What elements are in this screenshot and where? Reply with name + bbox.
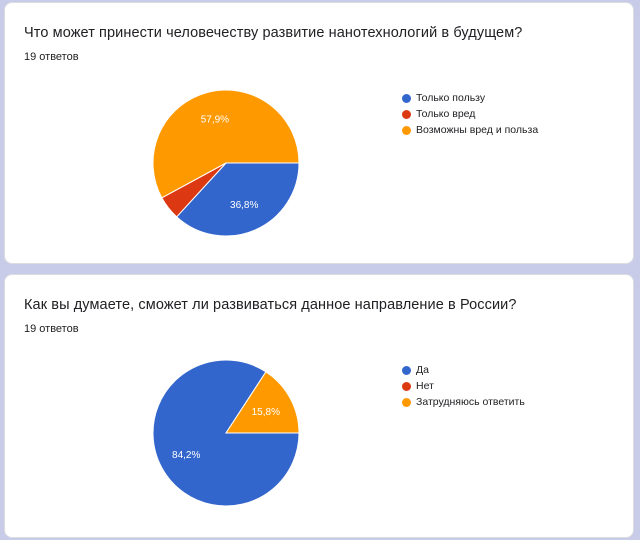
legend-swatch: [402, 381, 411, 391]
pie-slice: [152, 89, 300, 199]
chart-card-russia-development: Как вы думаете, сможет ли развиваться да…: [4, 274, 634, 538]
legend-item: Да: [402, 362, 525, 378]
legend-item: Нет: [402, 378, 525, 394]
chart-card-nanotech-future: Что может принести человечеству развитие…: [4, 2, 634, 264]
response-count: 19 ответов: [24, 323, 79, 335]
pie-slice: [152, 359, 300, 507]
response-count: 19 ответов: [24, 51, 79, 63]
pie-chart: 36,8% 57,9%: [152, 89, 300, 237]
legend-label: Да: [416, 364, 429, 376]
slice-value-label: 84,2%: [172, 450, 200, 461]
slice-value-label: 57,9%: [201, 115, 229, 126]
question-title: Что может принести человечеству развитие…: [24, 25, 523, 41]
legend-swatch: [402, 109, 411, 119]
legend-label: Возможны вред и польза: [416, 124, 539, 136]
pie-slice: [175, 162, 300, 237]
pie-slice: [225, 371, 300, 434]
legend-item: Только вред: [402, 106, 538, 122]
legend-swatch: [402, 125, 411, 135]
chart-legend: Да Нет Затрудняюсь ответить: [402, 362, 525, 410]
legend-label: Только вред: [416, 108, 476, 120]
legend-item: Только пользу: [402, 90, 538, 106]
legend-item: Возможны вред и польза: [402, 122, 538, 138]
slice-value-label: 36,8%: [230, 200, 258, 211]
legend-label: Затрудняюсь ответить: [416, 396, 525, 408]
legend-swatch: [402, 397, 411, 407]
chart-legend: Только пользу Только вред Возможны вред и …: [402, 90, 538, 138]
legend-label: Нет: [416, 380, 434, 392]
legend-swatch: [402, 365, 411, 375]
slice-value-label: 15,8%: [252, 407, 280, 418]
question-title: Как вы думаете, сможет ли развиваться да…: [24, 297, 517, 313]
legend-swatch: [402, 93, 411, 103]
legend-label: Только пользу: [416, 92, 486, 104]
pie-chart: 84,2% 15,8%: [152, 359, 300, 507]
legend-item: Затрудняюсь ответить: [402, 394, 525, 410]
